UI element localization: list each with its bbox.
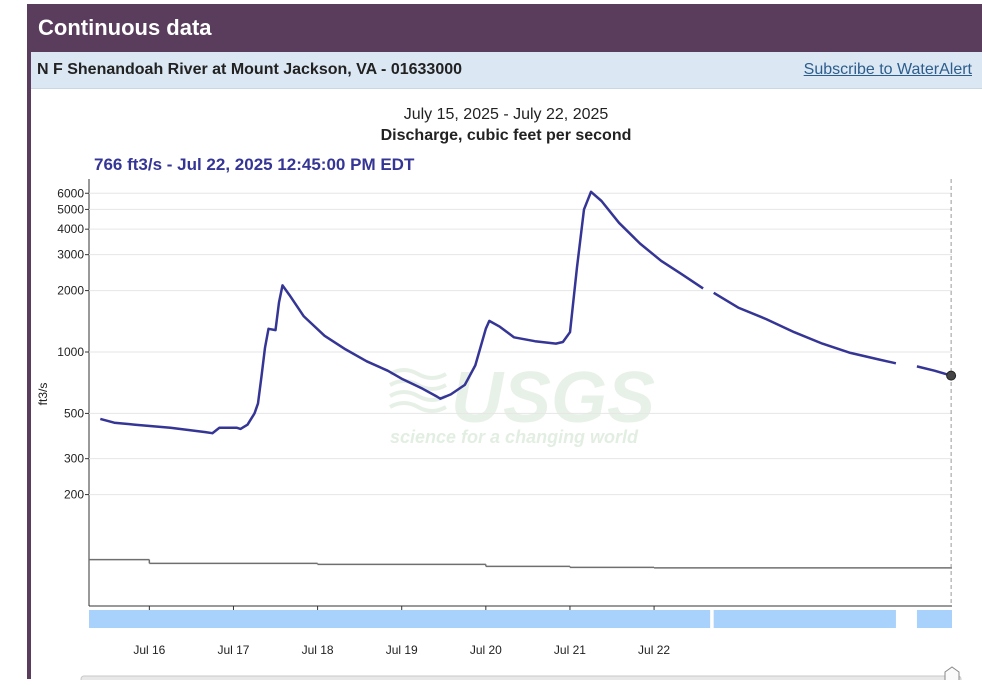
y-tick-label: 500 xyxy=(64,406,84,420)
discharge-series-line xyxy=(713,291,897,365)
continuous-data-panel: Continuous data N F Shenandoah River at … xyxy=(27,4,982,683)
range-slider-handle[interactable] xyxy=(944,666,960,680)
discharge-series-line xyxy=(916,365,952,377)
y-tick-label: 5000 xyxy=(57,202,84,216)
approval-bar xyxy=(89,610,711,628)
usgs-watermark-waves xyxy=(389,368,447,413)
x-tick-label: Jul 16 xyxy=(133,643,165,657)
y-tick-label: 200 xyxy=(64,488,84,502)
x-tick-label: Jul 21 xyxy=(554,643,586,657)
approval-bar xyxy=(713,610,896,628)
chart-date-range: July 15, 2025 - July 22, 2025 xyxy=(404,106,609,123)
chart-title: Discharge, cubic feet per second xyxy=(381,127,632,144)
panel-title: Continuous data xyxy=(31,4,982,52)
range-slider-track[interactable] xyxy=(80,675,962,683)
x-tick-label: Jul 20 xyxy=(470,643,502,657)
usgs-watermark: USGS science for a changing world xyxy=(389,358,655,447)
usgs-watermark-text: USGS xyxy=(451,358,655,438)
discharge-series-line xyxy=(99,190,704,435)
site-name: N F Shenandoah River at Mount Jackson, V… xyxy=(37,61,463,78)
y-tick-label: 3000 xyxy=(57,248,84,262)
y-axis-label: ft3/s xyxy=(36,383,50,406)
subscribe-wateralert-link[interactable]: Subscribe to WaterAlert xyxy=(803,61,972,78)
x-tick-label: Jul 18 xyxy=(302,643,334,657)
y-tick-label: 1000 xyxy=(57,345,84,359)
y-tick-label: 4000 xyxy=(57,222,84,236)
discharge-chart[interactable]: July 15, 2025 - July 22, 2025 Discharge,… xyxy=(31,89,982,683)
cursor-point xyxy=(946,370,957,381)
usgs-watermark-tagline: science for a changing world xyxy=(390,427,639,447)
x-tick-label: Jul 17 xyxy=(217,643,249,657)
y-tick-label: 6000 xyxy=(57,186,84,200)
y-tick-label: 2000 xyxy=(57,284,84,298)
site-bar: N F Shenandoah River at Mount Jackson, V… xyxy=(31,52,982,89)
chart-tooltip-readout: 766 ft3/s - Jul 22, 2025 12:45:00 PM EDT xyxy=(94,155,415,174)
approval-bar xyxy=(916,610,952,628)
x-tick-label: Jul 19 xyxy=(386,643,418,657)
y-tick-label: 300 xyxy=(64,452,84,466)
x-tick-label: Jul 22 xyxy=(638,643,670,657)
